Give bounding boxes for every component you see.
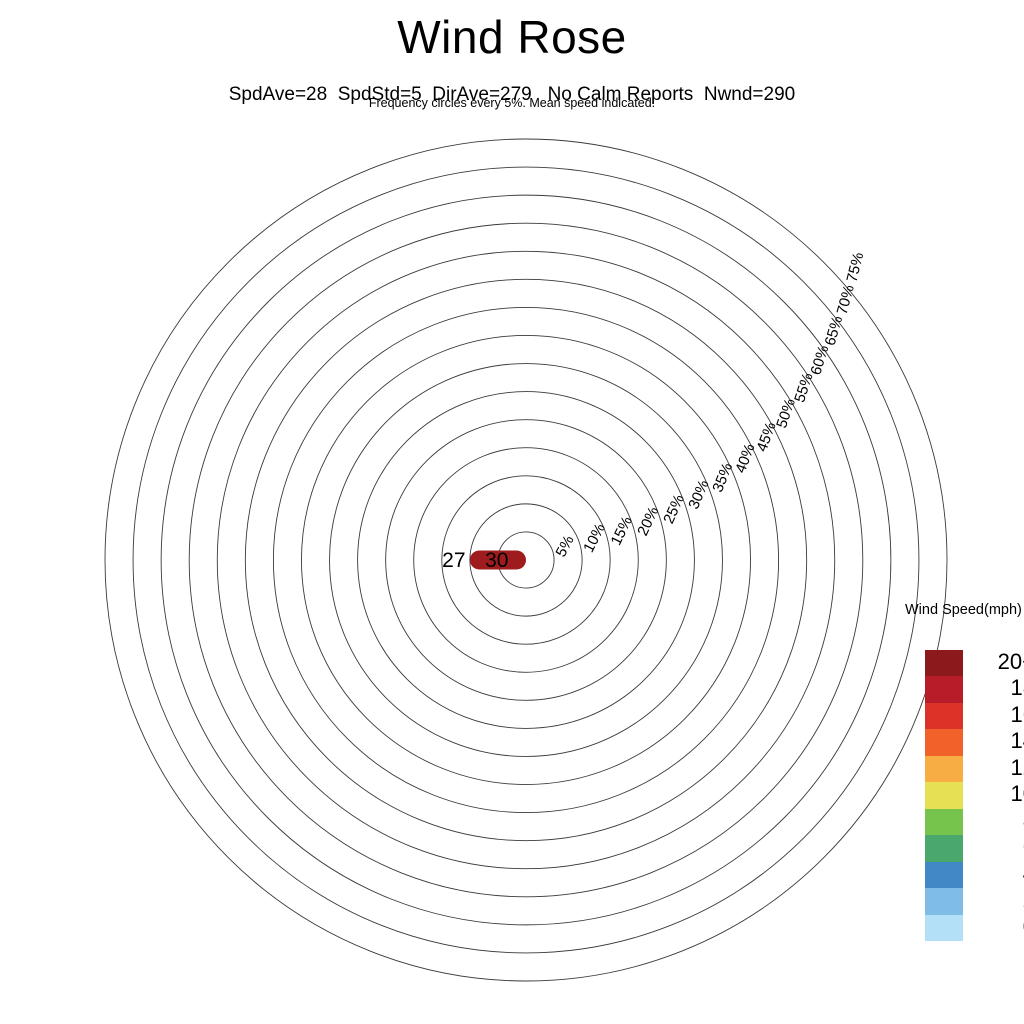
ring-tick-labels: 5% 10%15%20%25%30%35%40%45%50%55%60%65%70… <box>553 251 868 560</box>
legend-label: 8 <box>971 808 1024 834</box>
frequency-ring <box>301 335 751 785</box>
ring-tick-label: 30% <box>685 477 712 511</box>
wind-speed-colorbar[interactable]: 20+181614121086420 <box>925 649 1024 941</box>
frequency-ring <box>244 278 808 842</box>
legend-swatch[interactable] <box>925 755 963 783</box>
frequency-ring <box>216 250 836 870</box>
legend-swatch[interactable] <box>925 676 963 703</box>
petal-value-labels: 27 30 <box>442 549 508 572</box>
legend-swatch[interactable] <box>925 702 963 730</box>
page-title: Wind Rose <box>397 11 627 63</box>
legend-label: 4 <box>971 861 1024 887</box>
legend-swatch[interactable] <box>925 914 963 941</box>
legend-swatch[interactable] <box>925 861 963 889</box>
frequency-ring <box>104 138 948 982</box>
ring-tick-label: 10% <box>580 521 609 555</box>
legend-swatch[interactable] <box>925 888 963 915</box>
frequency-ring <box>272 306 780 814</box>
legend-label: 6 <box>971 834 1024 860</box>
ring-tick-label: 65% <box>822 314 847 348</box>
wind-petal[interactable] <box>469 550 526 570</box>
frequency-ring <box>441 475 611 645</box>
ring-tick-label: 20% <box>634 504 662 538</box>
legend-label: 2 <box>971 887 1024 913</box>
frequency-ring <box>385 419 667 701</box>
petal-peak-speed-label: 30 <box>485 549 508 572</box>
legend-label: 18 <box>1010 675 1024 701</box>
frequency-ring <box>188 222 864 898</box>
frequency-ring <box>357 391 695 729</box>
legend-swatch[interactable] <box>925 808 963 836</box>
frequency-rings <box>104 138 948 982</box>
legend-label: 16 <box>1010 701 1024 727</box>
legend-title: Wind Speed(mph) <box>905 602 1022 618</box>
frequency-note: Frequency circles every 5%. Mean speed i… <box>368 96 656 110</box>
ring-tick-label: 15% <box>608 514 636 548</box>
ring-tick-label: 75% <box>844 251 868 284</box>
wind-petals <box>469 550 526 570</box>
frequency-ring <box>160 194 892 926</box>
ring-tick-label: 25% <box>660 492 688 526</box>
frequency-ring <box>413 447 639 673</box>
ring-tick-label: 55% <box>791 371 816 405</box>
ring-tick-label: 35% <box>709 461 736 495</box>
legend-label: 20+ <box>997 649 1024 674</box>
frequency-ring <box>329 363 723 757</box>
ring-tick-label: 5% <box>553 533 578 560</box>
stats-line: SpdAve=28 SpdStd=5 DirAve=279 No Calm Re… <box>228 84 796 105</box>
legend-label: 10 <box>1010 781 1024 807</box>
petal-mean-speed-label: 27 <box>442 549 465 572</box>
legend-swatch[interactable] <box>925 782 963 809</box>
frequency-ring <box>132 166 920 954</box>
legend-label: 14 <box>1010 728 1024 754</box>
ring-tick-label: 70% <box>834 283 858 316</box>
ring-tick-label: 60% <box>807 343 832 377</box>
legend-label: 0 <box>971 914 1024 940</box>
legend-label: 12 <box>1010 754 1024 780</box>
legend-swatch[interactable] <box>925 835 963 862</box>
legend-swatch[interactable] <box>925 650 963 677</box>
legend-swatch[interactable] <box>925 729 963 756</box>
